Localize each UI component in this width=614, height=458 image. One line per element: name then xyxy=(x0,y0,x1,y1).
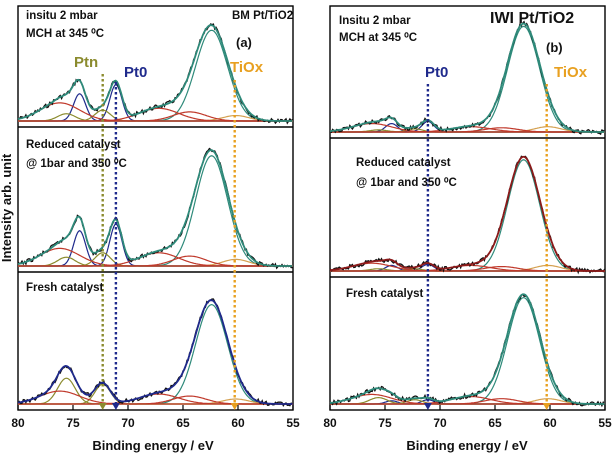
fit-envelope xyxy=(17,299,293,405)
panel-a-frame xyxy=(17,5,294,411)
component-broad_r3 xyxy=(18,111,293,122)
spectrum-3 xyxy=(17,298,293,407)
spectrum-2 xyxy=(17,147,293,270)
x-tick-label: 75 xyxy=(66,416,80,430)
x-tick-label: 70 xyxy=(433,416,447,430)
x-tick-label: 80 xyxy=(11,416,25,430)
panel-a-label: (a) xyxy=(236,35,252,50)
fit-envelope xyxy=(17,24,293,122)
marker-label-tiox-b: TiOx xyxy=(554,64,588,81)
panel-b-cond-mid-1: Reduced catalyst xyxy=(356,157,451,169)
x-tick-label: 55 xyxy=(598,416,612,430)
panel-a-cond-top-2: MCH at 345 ⁰C xyxy=(26,27,104,40)
panel-a: 80 75 70 65 60 55 Intensity arb. unit Binding… xyxy=(0,5,300,453)
panel-b-cond-top-1: Insitu 2 mbar xyxy=(339,15,411,27)
fit-envelope xyxy=(329,22,605,133)
panel-a-cond-top-1: insitu 2 mbar xyxy=(26,10,98,22)
panel-a-x-axis-label: Binding energy / eV xyxy=(92,438,214,453)
marker-label-tiox-a: TiOx xyxy=(230,59,264,76)
panel-b-markers xyxy=(423,84,551,410)
component-broad_r3 xyxy=(330,127,605,133)
marker-label-pt0-b: Pt0 xyxy=(425,64,448,81)
fit-envelope xyxy=(17,149,293,267)
component-broad_r3 xyxy=(330,266,605,272)
marker-label-pt0-a: Pt0 xyxy=(124,64,147,81)
spectrum-1 xyxy=(17,23,293,125)
x-tick-label: 65 xyxy=(176,416,190,430)
spectrum-2 xyxy=(329,155,606,275)
spectrum-3 xyxy=(329,293,606,408)
panel-a-cond-bot-1: Fresh catalyst xyxy=(26,282,104,294)
x-tick-label: 80 xyxy=(323,416,337,430)
x-tick-label: 60 xyxy=(543,416,557,430)
x-tick-label: 65 xyxy=(488,416,502,430)
panel-a-x-axis: 80 75 70 65 60 55 xyxy=(11,405,300,430)
fit-envelope xyxy=(329,155,605,272)
panel-a-y-axis-label: Intensity arb. unit xyxy=(0,153,14,262)
panel-b-cond-mid-2: @ 1bar and 350 ⁰C xyxy=(356,176,457,189)
x-tick-label: 60 xyxy=(231,416,245,430)
raw-data xyxy=(17,298,293,407)
panel-b: 80 75 70 65 60 55 Binding energy / eV IWI Pt/… xyxy=(323,5,612,453)
panel-b-label: (b) xyxy=(546,40,563,55)
panel-a-cond-mid-2: @ 1bar and 350 ⁰C xyxy=(26,157,127,170)
panel-b-title: IWI Pt/TiO2 xyxy=(490,10,574,27)
marker-arrow-tiox xyxy=(230,403,239,410)
component-broad_r3 xyxy=(330,398,605,405)
panel-a-cond-mid-1: Reduced catalyst xyxy=(26,139,121,151)
component-ti xyxy=(18,155,293,267)
fit-envelope xyxy=(329,293,605,405)
panel-b-spectra xyxy=(329,20,606,408)
component-ti xyxy=(330,296,605,405)
marker-arrow-ptn xyxy=(98,403,107,410)
marker-arrow-pt0 xyxy=(423,403,432,410)
raw-data xyxy=(329,155,606,275)
panel-a-spectra xyxy=(17,23,293,407)
panel-b-frame xyxy=(329,5,606,411)
panel-a-title: BM Pt/TiO2 xyxy=(232,10,293,22)
component-broad_r3 xyxy=(18,395,293,405)
x-tick-label: 70 xyxy=(121,416,135,430)
component-broad_r3 xyxy=(18,255,293,267)
x-tick-label: 55 xyxy=(286,416,300,430)
panel-b-cond-bot-1: Fresh catalyst xyxy=(346,288,424,300)
spectrum-1 xyxy=(329,20,605,136)
marker-label-ptn: Ptn xyxy=(74,54,98,71)
panel-b-x-axis: 80 75 70 65 60 55 xyxy=(323,405,612,430)
marker-arrow-pt0 xyxy=(111,403,120,410)
panel-a-markers xyxy=(98,74,239,410)
panel-b-cond-top-2: MCH at 345 ⁰C xyxy=(339,31,417,44)
component-ti xyxy=(18,303,293,405)
x-tick-label: 75 xyxy=(378,416,392,430)
panel-b-x-axis-label: Binding energy / eV xyxy=(406,438,528,453)
marker-arrow-tiox xyxy=(542,403,551,410)
